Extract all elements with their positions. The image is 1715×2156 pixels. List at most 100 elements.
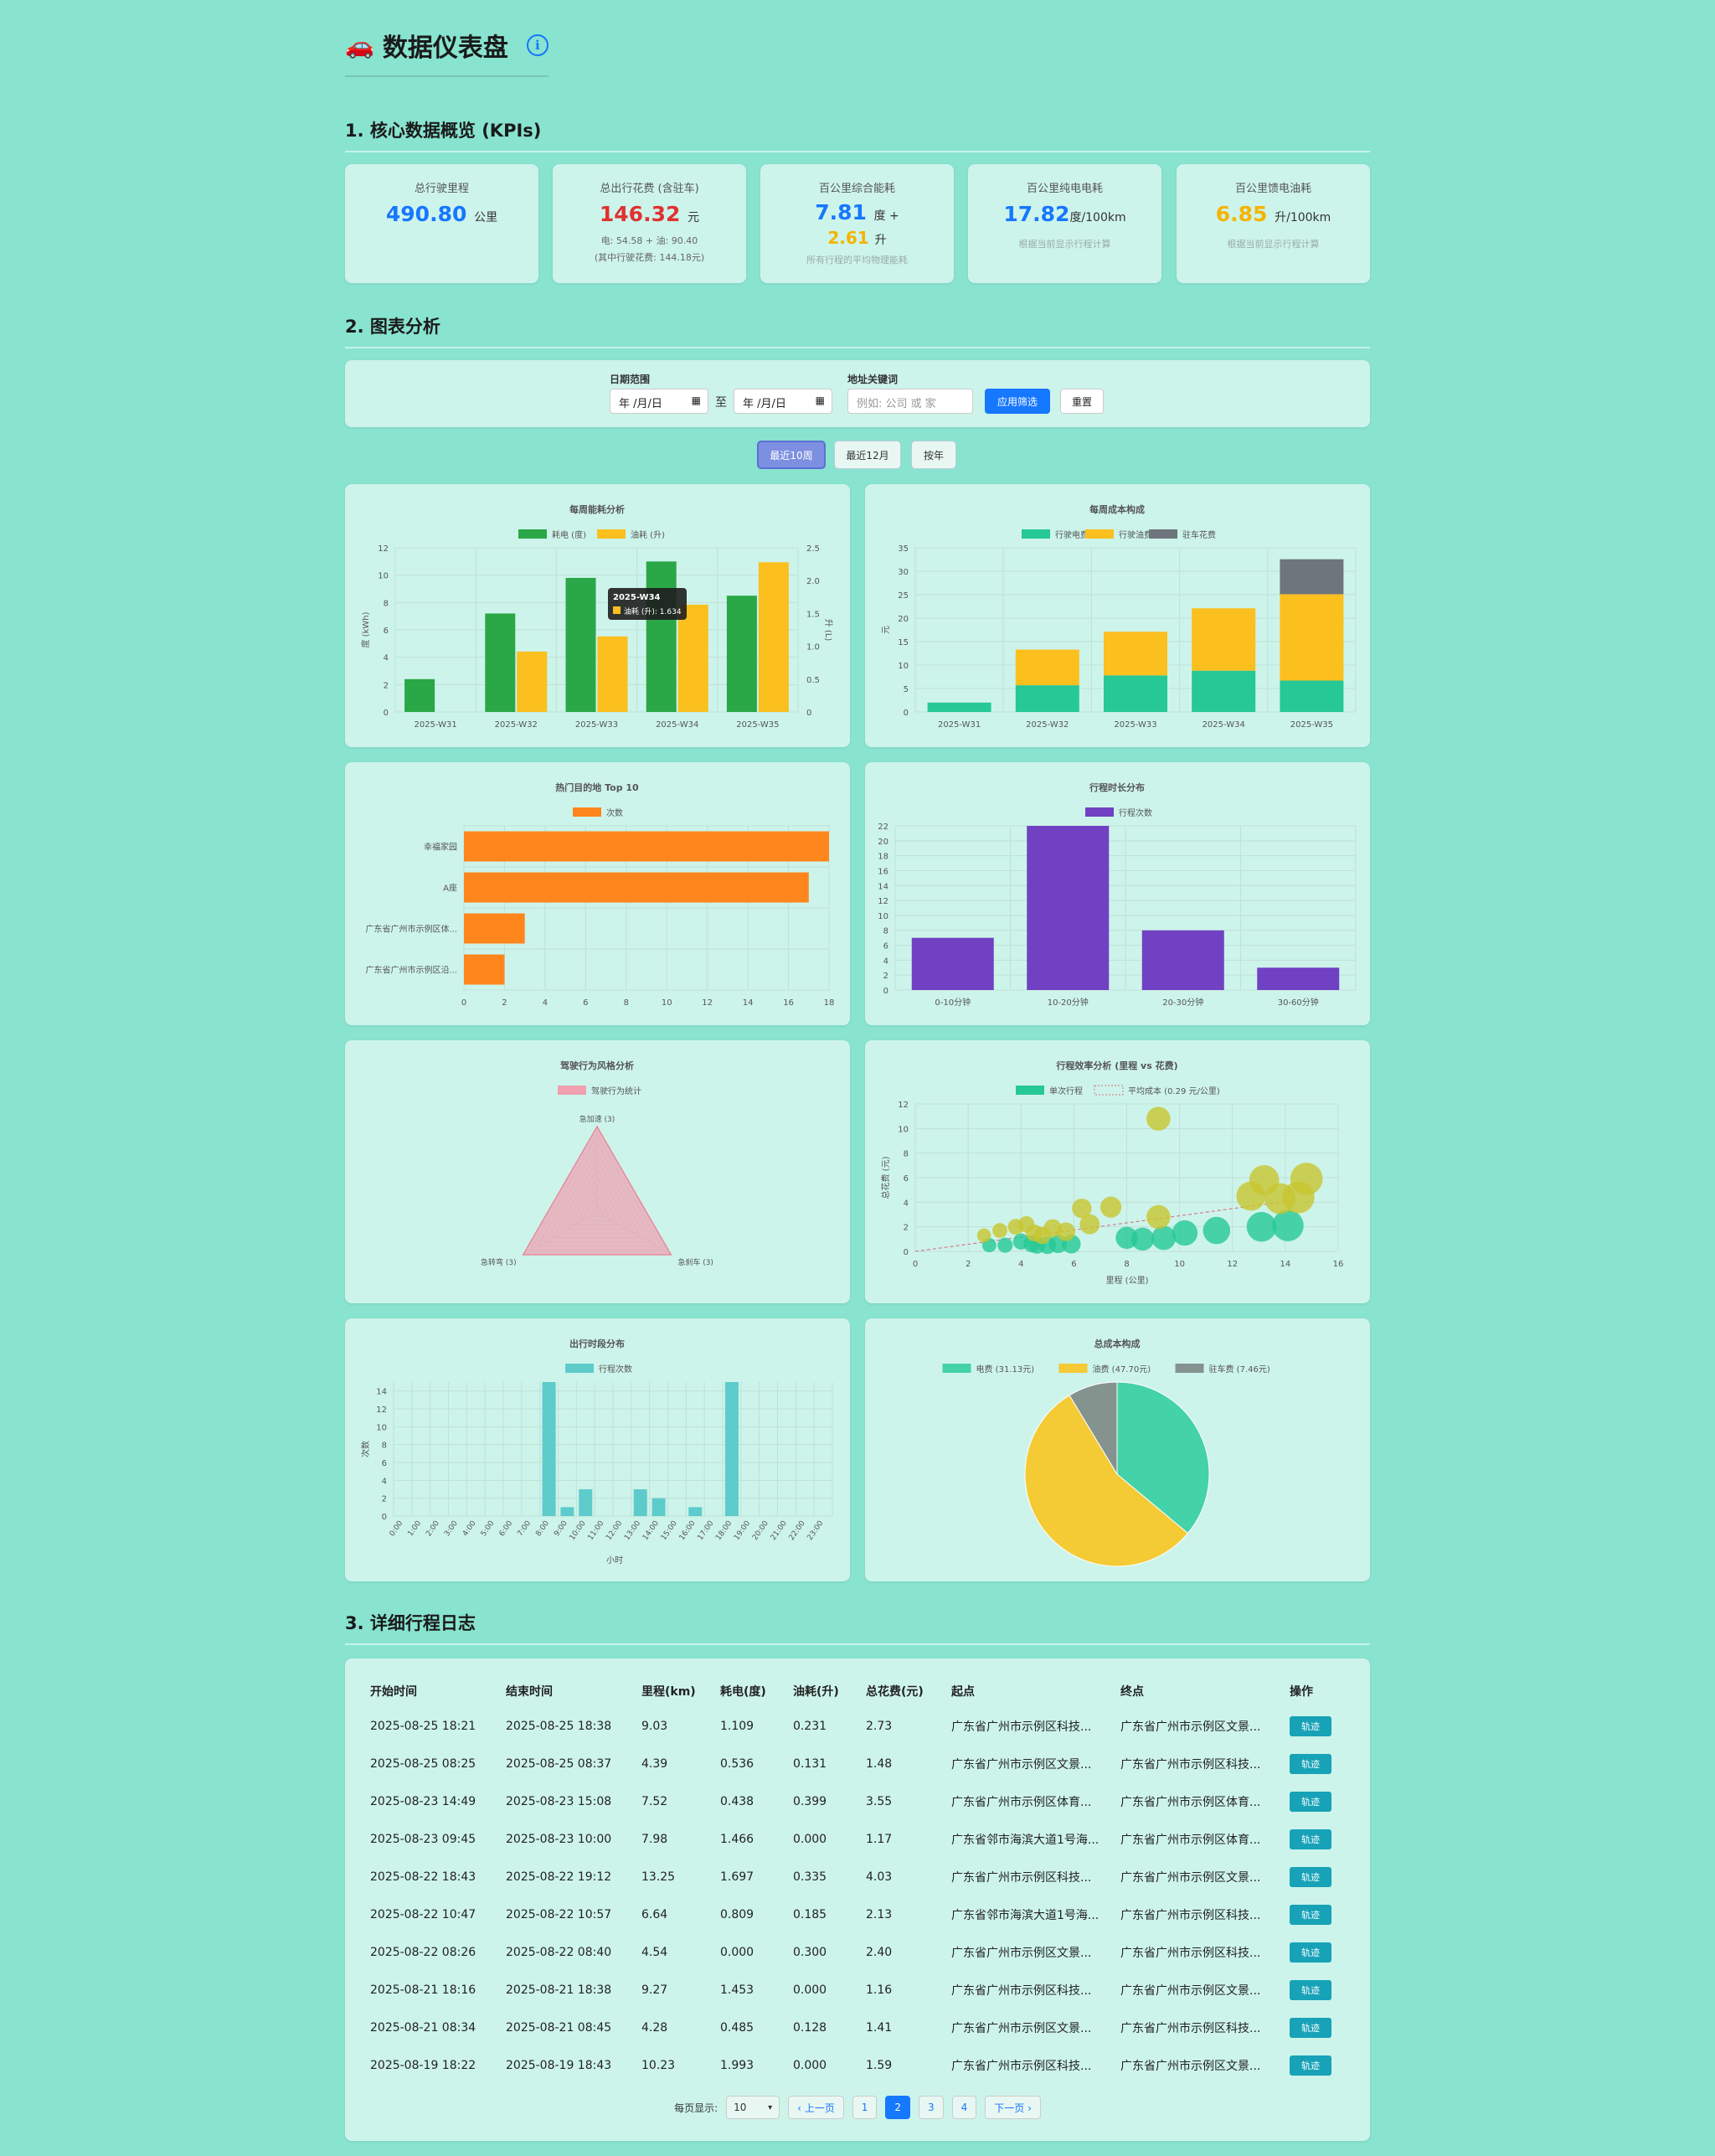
table-cell: 4.28 — [641, 2020, 668, 2035]
bar-electric — [646, 561, 677, 712]
tick-label: 2.5 — [806, 544, 820, 554]
track-button[interactable]: 轨迹 — [1290, 1866, 1331, 1887]
tick-label: 22 — [878, 823, 888, 832]
table-cell: 2025-08-25 08:25 — [370, 1756, 476, 1771]
page-3-button[interactable]: 3 — [919, 2096, 944, 2119]
tick-label: 8 — [904, 1150, 909, 1159]
table-cell: 2025-08-21 08:45 — [506, 2020, 612, 2035]
table-cell: 1.466 — [720, 1832, 754, 1846]
track-button[interactable]: 轨迹 — [1290, 1904, 1331, 1925]
chart-title: 热门目的地 Top 10 — [555, 781, 639, 793]
axis-label: 元 — [882, 626, 891, 634]
pie-slice — [1069, 1381, 1118, 1476]
end-date-input[interactable]: 年 /月/日 ▦ — [734, 389, 832, 414]
tick-label: 2025-W31 — [938, 720, 981, 730]
range-by-year[interactable]: 按年 — [911, 441, 956, 469]
column-header: 终点 — [1120, 1685, 1144, 1699]
tick-label: 21:00 — [770, 1519, 789, 1542]
table-cell: 1.48 — [866, 1756, 893, 1771]
table-cell: 2025-08-21 18:16 — [370, 1983, 476, 1997]
table-cell: 2025-08-25 18:21 — [370, 1719, 476, 1733]
legend-swatch — [565, 1364, 594, 1373]
track-button[interactable]: 轨迹 — [1290, 1942, 1331, 1963]
page-size-select[interactable]: 10 ▾ — [726, 2096, 780, 2119]
scatter-point — [1151, 1225, 1177, 1251]
tick-label: 14 — [1280, 1260, 1291, 1269]
page-4-button[interactable]: 4 — [951, 2096, 977, 2119]
table-cell: 3.55 — [866, 1794, 893, 1808]
tick-label: 4 — [382, 1477, 387, 1486]
radar-area — [522, 1125, 672, 1256]
page-1-button[interactable]: 1 — [852, 2096, 878, 2119]
scatter-point — [1246, 1211, 1277, 1242]
scatter-point — [1130, 1227, 1155, 1251]
track-button[interactable]: 轨迹 — [1290, 1753, 1331, 1774]
tick-label: 6 — [904, 1174, 909, 1184]
tick-label: 16:00 — [678, 1519, 698, 1542]
tick-label: 17:00 — [696, 1519, 715, 1542]
tick-label: 0 — [384, 709, 389, 718]
bar-fuel — [597, 636, 628, 712]
tick-label: 1.5 — [806, 610, 820, 619]
tick-label: 4 — [1018, 1260, 1023, 1269]
table-cell: 10.23 — [641, 2058, 676, 2072]
reset-button[interactable]: 重置 — [1060, 389, 1104, 414]
bar-electric — [565, 577, 596, 712]
action-cell: 轨迹 — [1281, 1745, 1350, 1782]
legend-swatch — [597, 529, 626, 539]
tick-label: 0 — [806, 709, 811, 718]
keyword-input[interactable]: 例如: 公司 或 家 — [847, 389, 973, 414]
chart-driving-behavior: 驾驶行为风格分析 驾驶行为统计 急加速 (3) 急刹车 (3) 急转弯 (3) — [345, 1040, 850, 1303]
legend-swatch — [1058, 1364, 1088, 1373]
table-cell: 2025-08-23 15:08 — [506, 1794, 612, 1808]
start-date-input[interactable]: 年 /月/日 ▦ — [610, 389, 708, 414]
apply-filter-button[interactable]: 应用筛选 — [985, 389, 1050, 414]
tooltip-text: 油耗 (升): 1.634 — [624, 606, 682, 616]
track-button[interactable]: 轨迹 — [1290, 1979, 1331, 2000]
tick-label: 6 — [883, 942, 888, 952]
table-cell: 0.128 — [793, 2020, 827, 2035]
table-cell: 广东省广州市示例区科技... — [951, 1720, 1092, 1734]
bar-fuel-cost — [1104, 632, 1167, 676]
table-cell: 广东省广州市示例区文景... — [951, 1946, 1092, 1960]
tick-label: 7:00 — [516, 1519, 533, 1539]
range-last-12-months[interactable]: 最近12月 — [834, 441, 901, 469]
tick-label: 4 — [904, 1199, 909, 1208]
bar-duration — [1027, 826, 1110, 990]
scatter-point — [1203, 1216, 1231, 1245]
track-button[interactable]: 轨迹 — [1290, 1791, 1331, 1812]
tick-label: 12 — [376, 1406, 387, 1415]
tick-label: 16 — [878, 867, 888, 876]
tick-label: 4 — [883, 957, 888, 966]
range-last-10-weeks[interactable]: 最近10周 — [757, 441, 826, 469]
table-cell: 广东省广州市示例区科技... — [1120, 1757, 1261, 1772]
bar-duration — [911, 937, 994, 990]
tooltip-swatch — [613, 606, 621, 614]
page-2-button[interactable]: 2 — [885, 2096, 911, 2119]
table-cell: 7.52 — [641, 1794, 668, 1808]
table-cell: 广东省广州市示例区科技... — [1120, 2021, 1261, 2035]
table-cell: 2025-08-25 18:38 — [506, 1719, 612, 1733]
table-cell: 广东省广州市示例区体育... — [1120, 1833, 1261, 1847]
bar-fuel-cost — [1280, 594, 1344, 681]
tick-label: 4:00 — [461, 1519, 478, 1539]
table-cell: 广东省广州市示例区科技... — [951, 1870, 1092, 1885]
track-button[interactable]: 轨迹 — [1290, 2055, 1331, 2076]
table-cell: 0.000 — [720, 1945, 754, 1959]
info-icon[interactable]: i — [526, 34, 548, 56]
page-title-text: 数据仪表盘 — [382, 34, 508, 63]
track-button[interactable]: 轨迹 — [1290, 2017, 1331, 2038]
track-button[interactable]: 轨迹 — [1290, 1828, 1331, 1849]
tick-label: 1:00 — [406, 1519, 423, 1539]
tick-label: 6 — [1071, 1260, 1076, 1269]
track-button[interactable]: 轨迹 — [1290, 1715, 1331, 1736]
tick-label: 30-60分钟 — [1278, 997, 1319, 1008]
tick-label: 5:00 — [480, 1519, 497, 1539]
prev-page-button[interactable]: ‹ 上一页 — [788, 2096, 844, 2119]
next-page-button[interactable]: 下一页 › — [985, 2096, 1041, 2119]
table-cell: 广东省广州市示例区科技... — [1120, 1946, 1261, 1960]
scatter-point — [1272, 1210, 1304, 1241]
table-cell: 广东省广州市示例区文景... — [1120, 1983, 1261, 1998]
chevron-down-icon: ▾ — [768, 2102, 773, 2112]
axis-label: 里程 (公里) — [1106, 1276, 1149, 1286]
